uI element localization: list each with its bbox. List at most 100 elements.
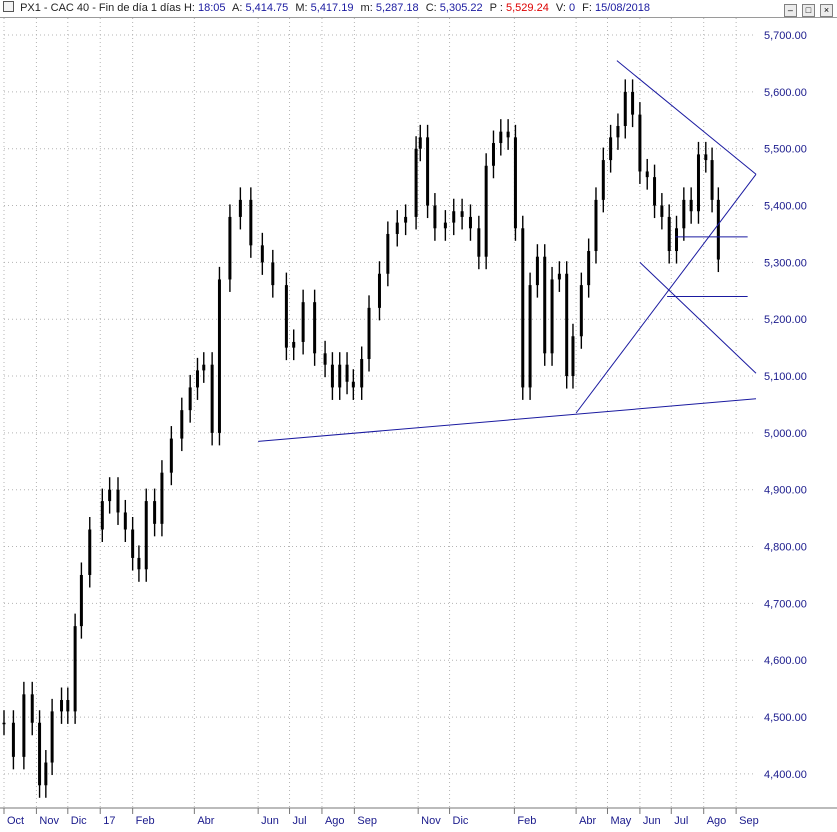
candle-body: [521, 228, 525, 388]
candle-body: [88, 529, 92, 575]
y-tick-label: 5,100.00: [764, 371, 807, 383]
candle-body: [667, 216, 671, 252]
candle-body: [2, 722, 6, 725]
candle-body: [638, 114, 642, 172]
candle-body: [414, 148, 418, 217]
candle-body: [623, 91, 627, 126]
low-label: m:: [360, 2, 373, 14]
candle-body: [123, 512, 127, 530]
x-tick-label: Ago: [707, 815, 727, 827]
candle-body: [565, 273, 569, 377]
y-tick-label: 4,900.00: [764, 485, 807, 497]
x-tick-label: Abr: [197, 815, 214, 827]
y-tick-label: 5,000.00: [764, 428, 807, 440]
minimize-button[interactable]: –: [783, 4, 797, 17]
x-tick-label: May: [610, 815, 631, 827]
candle-body: [377, 273, 381, 308]
x-tick-label: Feb: [136, 815, 155, 827]
candle-body: [484, 165, 488, 257]
close-label: C:: [425, 2, 437, 14]
candle-body: [188, 387, 192, 411]
y-tick-label: 4,500.00: [764, 712, 807, 724]
candle-body: [468, 216, 472, 229]
candle-body: [443, 222, 447, 229]
candle-body: [22, 694, 26, 757]
candle-body: [716, 199, 720, 260]
candle-body: [116, 489, 120, 513]
candle-body: [30, 694, 34, 723]
candle-body: [535, 256, 539, 286]
x-tick-label: Jul: [674, 815, 688, 827]
candle-body: [460, 211, 464, 217]
candle-body: [249, 199, 253, 246]
x-axis: Oct Nov Dic 17 Feb Abr Jun Jul Ago Sep Nov Dic Feb Ab…: [0, 807, 837, 827]
y-tick-label: 5,500.00: [764, 144, 807, 156]
candle-body: [660, 205, 664, 217]
x-tick-label: Dic: [71, 815, 87, 827]
candle-body: [587, 251, 591, 286]
time-label: H:: [183, 2, 195, 14]
price-chart[interactable]: 5,700.00 5,600.00 5,500.00 5,400.00 5,300.00…: [0, 18, 837, 832]
candle-body: [418, 137, 422, 149]
candle-body: [609, 137, 613, 161]
candle-body: [631, 91, 635, 115]
candle-body: [491, 143, 495, 166]
y-tick-label: 5,400.00: [764, 201, 807, 213]
candle-body: [284, 285, 288, 348]
candle-body: [79, 574, 83, 627]
candle-body: [557, 273, 561, 280]
candle-body: [323, 353, 327, 365]
candle-body: [50, 711, 54, 763]
candle-body: [550, 279, 554, 354]
candle-body: [100, 501, 104, 530]
restore-button[interactable]: □: [801, 4, 815, 17]
trendline: [258, 398, 757, 442]
time-value: 18:05: [198, 2, 226, 14]
x-tick-label: Jun: [261, 815, 279, 827]
candle-body: [528, 285, 532, 388]
candle-body: [682, 199, 686, 229]
high-label: M:: [295, 2, 308, 14]
candle-body: [710, 160, 714, 200]
window-buttons: – □ ×: [782, 2, 833, 17]
candle-body: [433, 205, 437, 229]
candle-body: [499, 131, 503, 144]
close-value: 5,305.22: [439, 2, 483, 14]
y-tick-label: 5,600.00: [764, 87, 807, 99]
candle-body: [271, 262, 275, 286]
chart-window-icon[interactable]: [3, 1, 14, 12]
date-label: F:: [582, 2, 592, 14]
candle-body: [543, 256, 547, 354]
candle-body: [704, 154, 708, 161]
candle-body: [11, 722, 15, 757]
x-tick-label: Nov: [421, 815, 441, 827]
candle-body: [169, 438, 173, 473]
date-value: 15/08/2018: [594, 2, 651, 14]
x-tick-label: Jul: [293, 815, 307, 827]
candle-body: [696, 154, 700, 212]
candle-body: [653, 177, 657, 206]
symbol-label: PX1 - CAC 40 - Fin de día 1 días: [20, 2, 181, 14]
high-value: 5,417.19: [310, 2, 354, 14]
y-tick-label: 4,600.00: [764, 655, 807, 667]
candle-body: [367, 307, 371, 360]
x-tick-label: Sep: [739, 815, 759, 827]
candle-body: [395, 222, 399, 234]
x-tick-label: 17: [103, 815, 115, 827]
candle-body: [238, 199, 242, 217]
candle-body: [292, 341, 296, 348]
trendline: [639, 262, 757, 374]
candle-body: [645, 171, 649, 178]
candle-body: [217, 279, 221, 433]
close-button[interactable]: ×: [820, 4, 833, 17]
candle-body: [506, 131, 510, 138]
candle-body: [330, 364, 334, 388]
candle-body: [301, 302, 305, 342]
candle-body: [38, 722, 42, 786]
x-tick-label: Nov: [39, 815, 59, 827]
candle-body: [137, 557, 141, 570]
x-tick-label: Oct: [7, 815, 24, 827]
y-tick-label: 4,800.00: [764, 542, 807, 554]
candle-body: [345, 364, 349, 382]
